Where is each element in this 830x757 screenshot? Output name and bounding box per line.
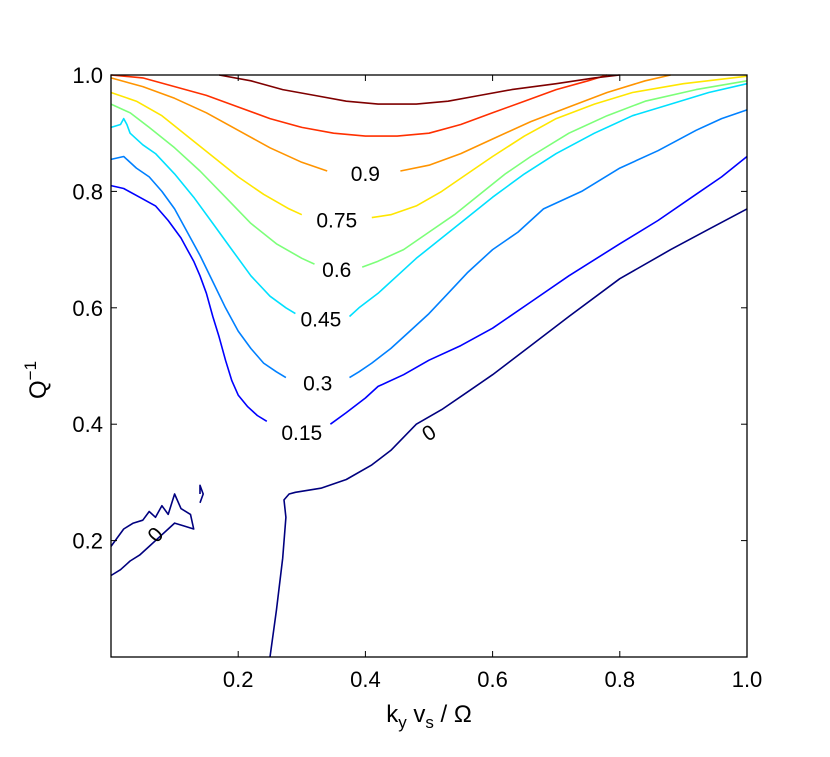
x-axis-label-sub1: y bbox=[398, 713, 407, 732]
y-tick-label: 0.6 bbox=[72, 296, 103, 321]
contour-label-0.3: 0.3 bbox=[303, 372, 332, 395]
contour-line-0-0 bbox=[269, 208, 748, 658]
contour-label-0.75: 0.75 bbox=[316, 210, 357, 233]
contour-label-0.9: 0.9 bbox=[351, 163, 380, 186]
contour-line-0.45-5 bbox=[110, 82, 748, 318]
contour-label-0.15: 0.15 bbox=[281, 422, 322, 445]
x-axis-label-sub2: s bbox=[425, 713, 434, 732]
contour-line-0.95-9 bbox=[110, 74, 608, 137]
y-tick-label: 0.8 bbox=[72, 179, 103, 204]
x-axis-label-tail: / Ω bbox=[434, 701, 472, 728]
contour-line-0.99-10 bbox=[218, 74, 620, 105]
y-tick-label: 0.4 bbox=[72, 412, 103, 437]
y-tick-label: 1.0 bbox=[72, 63, 103, 88]
contour-labels: 000.150.30.450.60.750.9 bbox=[143, 163, 440, 547]
x-tick-label: 0.6 bbox=[477, 667, 508, 692]
x-tick-label: 0.2 bbox=[223, 667, 254, 692]
x-axis-label: ky vs / Ω bbox=[386, 701, 472, 732]
axis-ticks: 0.2 0.4 0.6 0.8 1.0 0.2 0.4 0.6 0.8 1.0 bbox=[72, 63, 762, 692]
contour-lines bbox=[110, 74, 748, 658]
x-axis-label-main: k bbox=[386, 701, 399, 728]
contour-line-0.6-6 bbox=[110, 80, 748, 268]
contour-label-0.6: 0.6 bbox=[322, 259, 351, 282]
x-tick-label: 0.4 bbox=[350, 667, 381, 692]
y-tick-label: 0.2 bbox=[72, 529, 103, 554]
contour-line-0.75-7 bbox=[110, 75, 748, 219]
contour-line-0.3-4 bbox=[110, 109, 748, 379]
contour-line-0.15-3 bbox=[110, 155, 748, 425]
contour-line-0.9-8 bbox=[110, 74, 671, 172]
plot-frame bbox=[110, 74, 748, 658]
y-axis-label-sup: −1 bbox=[21, 361, 40, 380]
y-axis-label-main: Q bbox=[25, 380, 52, 399]
contour-line-0-2 bbox=[199, 484, 204, 504]
x-tick-label: 0.8 bbox=[605, 667, 636, 692]
contour-line-0-1 bbox=[110, 493, 195, 577]
x-axis-label-mid: v bbox=[407, 701, 426, 728]
contour-label-0.45: 0.45 bbox=[300, 308, 341, 331]
x-tick-label: 1.0 bbox=[732, 667, 763, 692]
y-axis-label: Q−1 bbox=[21, 361, 52, 399]
